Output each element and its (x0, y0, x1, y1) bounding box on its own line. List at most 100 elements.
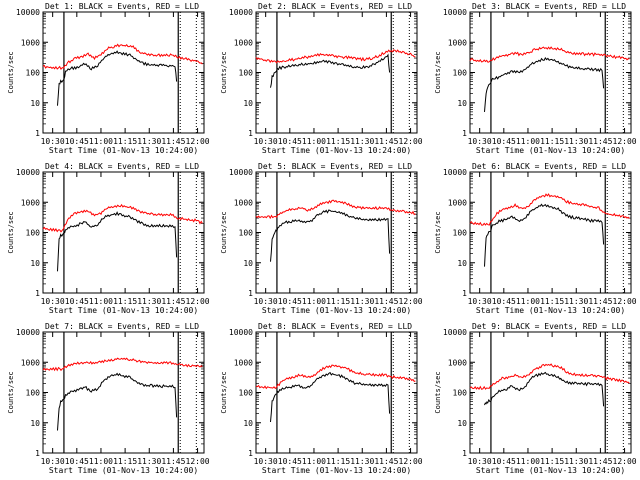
y-tick-label: 100 (453, 69, 468, 78)
x-axis-label: Start Time (01-Nov-13 10:24:00) (49, 146, 198, 155)
y-axis-label: Counts/sec (434, 51, 442, 93)
y-tick-label: 100 (239, 229, 254, 238)
y-tick-label: 100 (26, 69, 41, 78)
chart-title: Det 2: BLACK = Events, RED = LLD (258, 2, 412, 11)
chart-panel: Det 2: BLACK = Events, RED = LLD 1 10 100 10… (220, 2, 423, 155)
x-axis-label: Start Time (01-Nov-13 10:24:00) (262, 466, 411, 475)
y-axis-label: Counts/sec (220, 211, 228, 253)
events-series-line (57, 372, 178, 431)
lld-series-line (42, 357, 203, 372)
x-tick-label: 10:30 (41, 297, 65, 306)
x-tick-label: 12:00 (613, 457, 637, 466)
y-tick-label: 1 (248, 129, 253, 138)
x-tick-label: 10:45 (278, 297, 302, 306)
x-axis-label: Start Time (01-Nov-13 10:24:00) (49, 466, 198, 475)
x-tick-label: 10:45 (492, 137, 516, 146)
x-tick-label: 11:15 (113, 297, 137, 306)
x-tick-label: 11:45 (588, 137, 612, 146)
lld-series-line (255, 364, 416, 390)
y-tick-label: 10 (243, 259, 253, 268)
x-tick-label: 11:00 (302, 137, 326, 146)
x-tick-label: 11:30 (564, 457, 588, 466)
y-tick-label: 10000 (16, 168, 40, 177)
y-axis-label: Counts/sec (434, 211, 442, 253)
x-tick-label: 11:45 (161, 457, 185, 466)
x-tick-label: 11:15 (540, 457, 564, 466)
x-tick-label: 10:45 (278, 457, 302, 466)
y-tick-label: 1000 (234, 198, 253, 207)
y-tick-label: 10000 (16, 8, 40, 17)
x-tick-label: 10:45 (492, 297, 516, 306)
x-tick-label: 11:15 (113, 137, 137, 146)
events-series-line (484, 371, 605, 407)
x-tick-label: 10:30 (254, 137, 278, 146)
x-tick-label: 12:00 (613, 137, 637, 146)
y-tick-label: 100 (239, 389, 254, 398)
events-series-line (270, 53, 391, 88)
x-axis-label: Start Time (01-Nov-13 10:24:00) (476, 146, 625, 155)
y-tick-label: 1000 (21, 198, 40, 207)
x-tick-label: 11:45 (588, 457, 612, 466)
x-tick-label: 10:45 (278, 137, 302, 146)
x-tick-label: 10:30 (41, 457, 65, 466)
events-series-line (57, 211, 178, 272)
y-tick-label: 100 (453, 229, 468, 238)
y-tick-label: 10000 (229, 8, 253, 17)
y-tick-label: 10000 (229, 168, 253, 177)
y-tick-label: 10 (243, 99, 253, 108)
x-axis-label: Start Time (01-Nov-13 10:24:00) (49, 306, 198, 315)
x-tick-label: 11:15 (540, 297, 564, 306)
x-tick-label: 11:15 (540, 137, 564, 146)
y-tick-label: 10000 (229, 328, 253, 337)
x-tick-label: 11:30 (137, 457, 161, 466)
y-tick-label: 10 (243, 419, 253, 428)
y-tick-label: 1000 (234, 38, 253, 47)
x-tick-label: 10:30 (468, 297, 492, 306)
x-tick-label: 11:00 (302, 297, 326, 306)
y-tick-label: 1 (248, 289, 253, 298)
x-tick-label: 11:30 (350, 297, 374, 306)
lld-series-line (469, 46, 630, 63)
y-tick-label: 10 (30, 99, 40, 108)
lld-series-line (469, 363, 630, 390)
y-tick-label: 10 (457, 419, 467, 428)
chart-title: Det 1: BLACK = Events, RED = LLD (45, 2, 199, 11)
y-tick-label: 10000 (443, 168, 467, 177)
x-axis-label: Start Time (01-Nov-13 10:24:00) (476, 466, 625, 475)
x-tick-label: 10:45 (65, 297, 89, 306)
y-tick-label: 1000 (448, 198, 467, 207)
x-axis-label: Start Time (01-Nov-13 10:24:00) (262, 146, 411, 155)
x-tick-label: 11:45 (161, 137, 185, 146)
x-tick-label: 12:00 (399, 137, 423, 146)
x-tick-label: 11:00 (516, 297, 540, 306)
x-tick-label: 11:00 (89, 297, 113, 306)
y-tick-label: 10 (457, 259, 467, 268)
chart-panel: Det 4: BLACK = Events, RED = LLD 1 10 100 10… (7, 162, 210, 315)
x-tick-label: 10:30 (468, 457, 492, 466)
x-tick-label: 11:00 (89, 457, 113, 466)
y-tick-label: 1 (462, 449, 467, 458)
y-tick-label: 10000 (443, 8, 467, 17)
y-tick-label: 100 (239, 69, 254, 78)
chart-title: Det 5: BLACK = Events, RED = LLD (258, 162, 412, 171)
y-tick-label: 1 (35, 289, 40, 298)
y-axis-label: Counts/sec (7, 51, 15, 93)
y-tick-label: 10000 (16, 328, 40, 337)
lld-series-line (255, 199, 416, 220)
x-tick-label: 11:45 (161, 297, 185, 306)
lld-series-line (42, 43, 203, 70)
y-tick-label: 1 (35, 129, 40, 138)
lld-series-line (42, 203, 203, 233)
y-tick-label: 1000 (234, 358, 253, 367)
events-series-line (484, 56, 605, 112)
y-tick-label: 1 (462, 129, 467, 138)
lld-series-line (469, 193, 630, 226)
events-series-line (270, 209, 391, 262)
x-tick-label: 11:30 (137, 137, 161, 146)
chart-panel: Det 3: BLACK = Events, RED = LLD 1 10 100 10… (434, 2, 637, 155)
lld-series-line (255, 49, 416, 64)
x-tick-label: 12:00 (399, 457, 423, 466)
x-tick-label: 10:30 (468, 137, 492, 146)
x-tick-label: 11:45 (374, 137, 398, 146)
